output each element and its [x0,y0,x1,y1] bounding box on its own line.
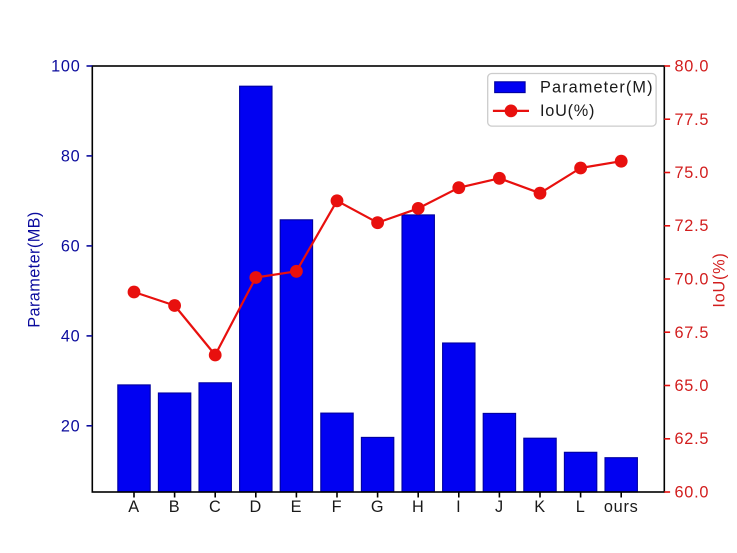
svg-text:C: C [209,498,222,516]
svg-text:60: 60 [61,237,81,255]
svg-text:65.0: 65.0 [675,377,710,395]
svg-text:20: 20 [61,417,81,435]
svg-text:67.5: 67.5 [675,324,710,342]
svg-text:80: 80 [61,147,81,165]
svg-text:70.0: 70.0 [675,271,710,289]
svg-text:Parameter(MB): Parameter(MB) [26,211,44,327]
svg-text:IoU(%): IoU(%) [711,252,729,307]
svg-text:77.5: 77.5 [675,111,710,129]
svg-text:E: E [291,498,303,516]
svg-text:K: K [534,498,546,516]
svg-text:F: F [332,498,343,516]
svg-text:IoU(%): IoU(%) [540,102,595,120]
svg-text:A: A [128,498,140,516]
svg-text:75.0: 75.0 [675,164,710,182]
svg-text:Parameter(M): Parameter(M) [540,78,654,96]
svg-text:60.0: 60.0 [675,484,710,502]
svg-text:D: D [250,498,263,516]
svg-text:72.5: 72.5 [675,217,710,235]
svg-text:H: H [412,498,425,516]
svg-text:80.0: 80.0 [675,58,710,76]
svg-text:J: J [495,498,504,516]
svg-text:62.5: 62.5 [675,430,710,448]
svg-text:I: I [456,498,461,516]
svg-text:B: B [169,498,181,516]
svg-text:L: L [576,498,586,516]
svg-text:G: G [371,498,384,516]
svg-text:ours: ours [604,498,639,516]
svg-text:40: 40 [61,327,81,345]
svg-text:100: 100 [51,58,80,76]
